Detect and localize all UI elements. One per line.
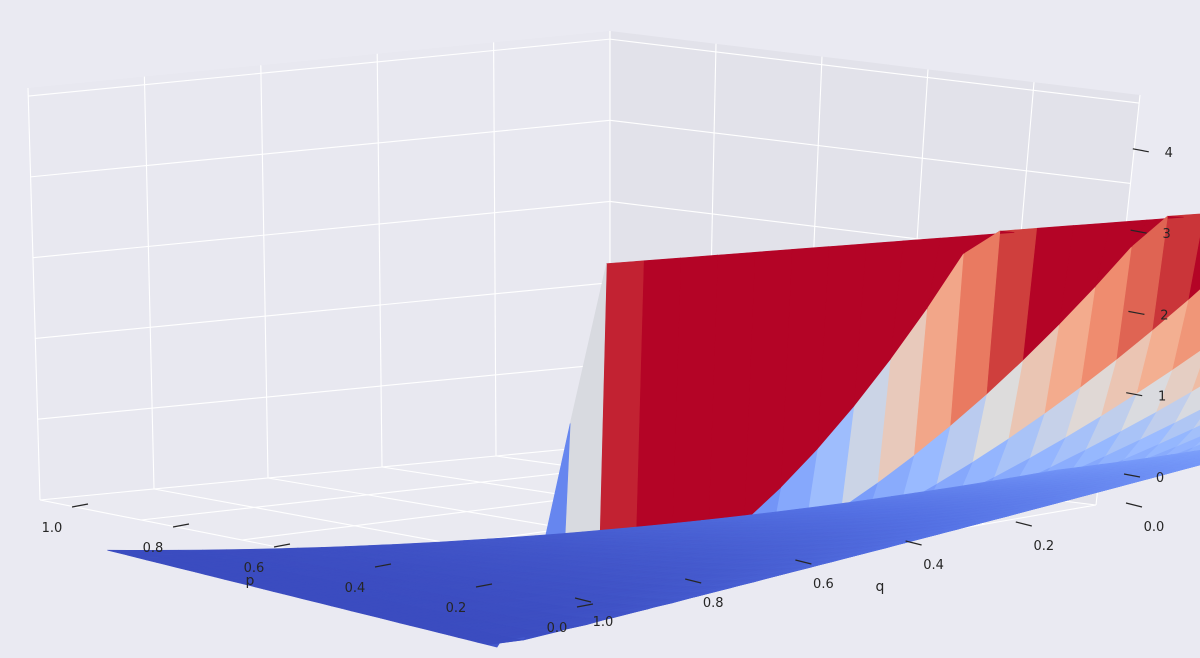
y-axis-label: q	[876, 579, 885, 595]
z-tick-mark	[1132, 148, 1149, 153]
z-tick-mark	[1126, 392, 1143, 397]
q-tick-label: 0.6	[813, 577, 834, 592]
grid-line	[35, 282, 611, 339]
p-tick-mark	[475, 583, 493, 588]
grid-line	[609, 38, 1140, 104]
grid-line	[32, 200, 611, 259]
z-tick-mark	[1128, 310, 1145, 315]
grid-line	[609, 119, 1131, 184]
p-tick-label: 0.0	[547, 621, 568, 636]
z-tick-mark	[1130, 229, 1147, 234]
q-tick-mark	[1125, 502, 1143, 508]
q-tick-label: 0.8	[703, 596, 724, 611]
grid-line	[27, 87, 41, 501]
p-tick-label: 0.8	[143, 541, 164, 556]
surface-patch	[107, 549, 142, 554]
p-tick-mark	[172, 523, 190, 528]
q-tick-mark	[685, 578, 702, 584]
z-tick-label: 2	[1160, 308, 1168, 323]
grid-line	[376, 53, 383, 468]
q-tick-label: 1.0	[593, 615, 614, 630]
q-tick-mark	[905, 540, 922, 546]
p-tick-mark	[273, 543, 291, 548]
q-tick-mark	[574, 597, 592, 603]
q-tick-mark	[795, 559, 812, 565]
grid-line	[39, 444, 611, 501]
grid-line	[260, 65, 269, 479]
grid-line	[30, 119, 611, 178]
z-tick-label: 1	[1158, 390, 1166, 405]
z-tick-label: 3	[1162, 227, 1170, 242]
q-tick-label: 0.0	[1144, 520, 1165, 535]
q-tick-label: 0.4	[923, 558, 944, 573]
grid-line	[493, 42, 497, 457]
p-tick-label: 0.2	[446, 601, 467, 616]
q-tick-label: 0.2	[1033, 539, 1054, 554]
grid-line	[28, 38, 611, 97]
p-tick-label: 1.0	[42, 521, 63, 536]
z-tick-mark	[1123, 473, 1141, 478]
p-tick-label: 0.6	[244, 561, 265, 576]
grid-line	[37, 363, 611, 420]
p-tick-label: 0.4	[345, 581, 366, 596]
surface	[107, 213, 1200, 648]
p-tick-mark	[576, 603, 594, 608]
x-axis-label: p	[246, 573, 255, 589]
grid-line	[143, 76, 155, 490]
q-tick-mark	[1015, 521, 1032, 527]
z-tick-label: 4	[1165, 146, 1173, 161]
z-tick-label: 0	[1156, 471, 1164, 486]
axis-labels: p q	[246, 573, 885, 595]
left-pane	[28, 31, 610, 500]
p-tick-mark	[374, 563, 392, 568]
axis-ticks: 1.0 0.8 0.6 0.4 0.2 0.0 1.0 0.8 0.6 0.4 0.2 0.0 0 1 2 3…	[42, 146, 1173, 636]
p-tick-mark	[71, 503, 89, 508]
